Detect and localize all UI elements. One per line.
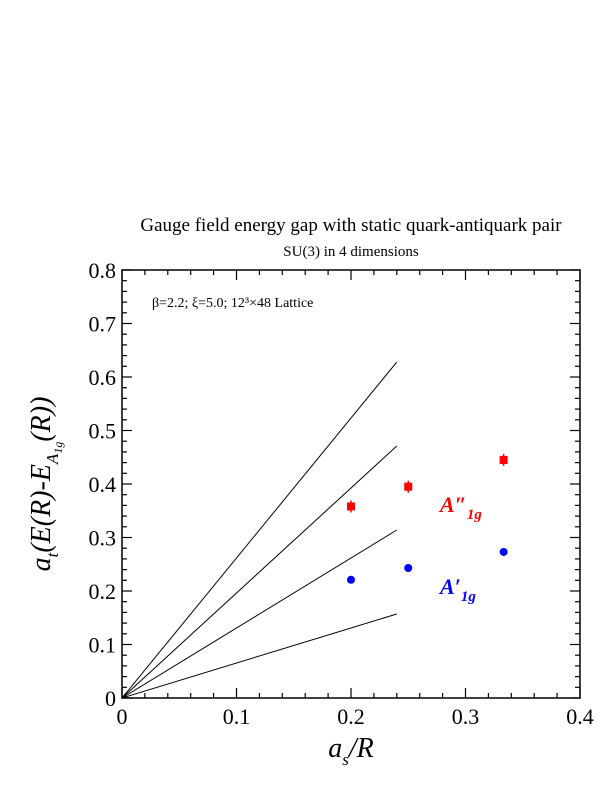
y-tick-label: 0.2	[89, 579, 117, 604]
x-tick-label: 0.1	[223, 704, 251, 729]
data-points	[347, 453, 508, 584]
y-tick-label: 0.8	[89, 258, 117, 283]
data-point-circle	[347, 575, 355, 584]
reference-lines	[121, 361, 398, 699]
x-tick-label: 0.3	[452, 704, 480, 729]
y-tick-label: 0.3	[89, 526, 117, 551]
reference-line	[121, 445, 398, 699]
data-point-circle	[499, 547, 508, 556]
lattice-annotation: β=2.2; ξ=5.0; 12³×48 Lattice	[152, 296, 313, 311]
y-tick-label: 0.6	[89, 365, 117, 390]
series-label-a1g-double-prime: A″1g	[438, 492, 482, 523]
data-point-circle	[404, 563, 413, 572]
x-axis-label: as/R	[328, 733, 374, 769]
y-tick-label: 0	[105, 686, 116, 711]
chart-subtitle: SU(3) in 4 dimensions	[283, 244, 419, 260]
y-tick-label: 0.5	[89, 419, 117, 444]
reference-line	[121, 613, 397, 699]
tick-labels: 0 0.1 0.2 0.3 0.4 0 0.1 0.2 0.3 0.4 0.5 0.6 0.7 0.8	[89, 258, 594, 729]
plot-frame	[121, 269, 581, 699]
x-tick-label: 0	[117, 704, 128, 729]
reference-line	[121, 361, 398, 699]
y-tick-label: 0.4	[89, 472, 117, 497]
series-label-a1g-prime: A′1g	[438, 574, 476, 605]
x-tick-label: 0.4	[566, 704, 594, 729]
y-tick-label: 0.1	[89, 633, 117, 658]
y-axis-label: at(E(R)-EA1g(R))	[26, 397, 65, 572]
reference-line	[121, 529, 398, 699]
axis-ticks	[121, 269, 581, 699]
y-tick-label: 0.7	[89, 312, 117, 337]
x-tick-label: 0.2	[337, 704, 365, 729]
chart-title: Gauge field energy gap with static quark…	[140, 215, 562, 236]
